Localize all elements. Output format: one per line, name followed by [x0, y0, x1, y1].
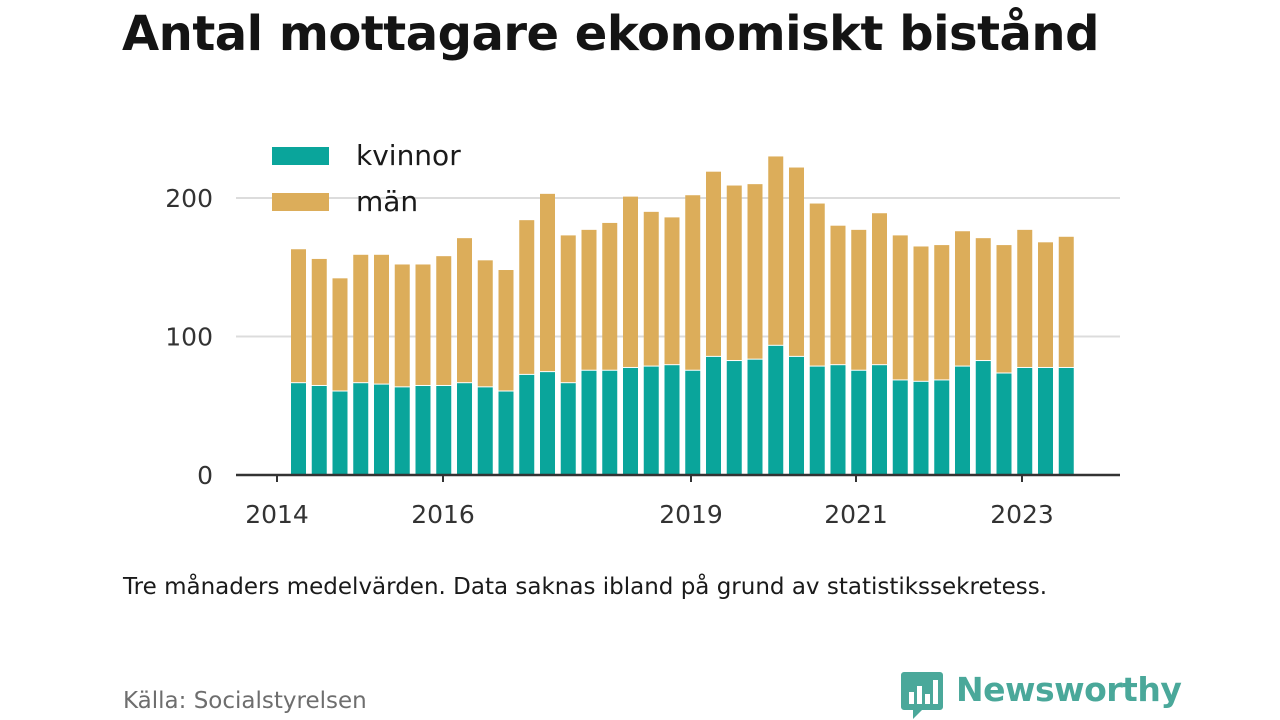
legend-swatch-1: [272, 147, 329, 165]
bar-kvinnor-34: [975, 361, 991, 475]
bar-man-14: [560, 235, 576, 383]
bar-kvinnor-7: [415, 385, 431, 475]
y-tick-label-100: 100: [165, 323, 213, 352]
bar-kvinnor-37: [1038, 367, 1053, 475]
bar-man-4: [353, 254, 369, 383]
x-tick-label-2019: 2019: [659, 500, 723, 529]
bar-kvinnor-16: [602, 370, 618, 475]
bar-kvinnor-1: [291, 383, 306, 475]
bar-kvinnor-6: [394, 387, 410, 475]
bar-kvinnor-38: [1058, 367, 1074, 475]
bar-man-10: [477, 260, 493, 387]
legend-label-2: män: [356, 185, 418, 218]
chart-title: Antal mottagare ekonomiskt bistånd: [122, 6, 1099, 62]
bar-kvinnor-26: [809, 366, 825, 475]
brand-name: Newsworthy: [956, 670, 1182, 709]
bar-man-9: [457, 238, 472, 383]
bar-man-30: [892, 235, 908, 380]
bar-kvinnor-23: [747, 359, 763, 475]
bar-man-2: [311, 258, 327, 385]
y-axis-labels: 0 100 200: [165, 184, 213, 490]
bar-kvinnor-18: [643, 366, 659, 475]
bar-man-11: [498, 270, 514, 391]
bar-man-22: [726, 185, 742, 361]
bar-man-17: [623, 196, 638, 367]
bar-man-21: [706, 171, 721, 356]
bar-man-23: [747, 184, 763, 359]
bar-kvinnor-17: [623, 367, 638, 475]
x-tick-label-2014: 2014: [245, 500, 309, 529]
bar-kvinnor-10: [477, 387, 493, 475]
bar-man-26: [809, 203, 825, 366]
legend-label-1: kvinnor: [356, 139, 461, 172]
bar-man-32: [934, 245, 950, 380]
bar-man-31: [913, 246, 929, 381]
bar-kvinnor-2: [311, 385, 327, 475]
x-tick-label-2023: 2023: [990, 500, 1054, 529]
bar-man-6: [394, 264, 410, 387]
newsworthy-chart-icon: [901, 672, 943, 719]
bar-kvinnor-5: [374, 384, 389, 475]
legend: kvinnor män: [272, 139, 461, 218]
bar-kvinnor-19: [664, 365, 680, 475]
bar-man-15: [581, 229, 597, 370]
bar-kvinnor-33: [955, 366, 970, 475]
bar-kvinnor-25: [789, 356, 804, 475]
bar-kvinnor-8: [436, 385, 452, 475]
bar-kvinnor-12: [519, 374, 535, 475]
x-tick-label-2016: 2016: [411, 500, 475, 529]
legend-swatch-2: [272, 193, 329, 211]
bar-kvinnor-14: [560, 383, 576, 475]
bar-man-27: [830, 225, 846, 365]
bar-man-18: [643, 211, 659, 366]
bar-man-34: [975, 238, 991, 361]
bar-kvinnor-21: [706, 356, 721, 475]
bar-kvinnor-29: [872, 365, 887, 475]
bar-man-1: [291, 249, 306, 383]
chart-note: Tre månaders medelvärden. Data saknas ib…: [123, 574, 1048, 600]
bar-man-8: [436, 256, 452, 385]
bar-man-20: [685, 195, 701, 370]
bar-kvinnor-31: [913, 381, 929, 475]
bar-man-38: [1058, 236, 1074, 367]
newsworthy-logo: Newsworthy: [900, 668, 1260, 720]
bar-kvinnor-4: [353, 383, 369, 475]
bar-man-16: [602, 222, 618, 370]
bar-kvinnor-24: [768, 345, 784, 475]
bar-man-3: [332, 278, 348, 391]
y-tick-label-0: 0: [197, 461, 213, 490]
bar-man-19: [664, 217, 680, 365]
bar-kvinnor-9: [457, 383, 472, 475]
bar-kvinnor-13: [540, 372, 555, 475]
bar-man-28: [851, 229, 867, 370]
bar-kvinnor-3: [332, 391, 348, 475]
bar-kvinnor-11: [498, 391, 514, 475]
bars: [291, 156, 1074, 475]
bar-kvinnor-27: [830, 365, 846, 475]
y-tick-label-200: 200: [165, 184, 213, 213]
bar-man-37: [1038, 242, 1053, 367]
bar-kvinnor-30: [892, 380, 908, 475]
bar-kvinnor-22: [726, 361, 742, 475]
x-tick-label-2021: 2021: [824, 500, 888, 529]
bar-man-5: [374, 254, 389, 384]
bar-kvinnor-32: [934, 380, 950, 475]
bar-man-24: [768, 156, 784, 345]
bar-kvinnor-15: [581, 370, 597, 475]
bar-man-36: [1017, 229, 1033, 367]
bar-kvinnor-28: [851, 370, 867, 475]
bar-man-35: [996, 245, 1012, 373]
bar-kvinnor-35: [996, 373, 1012, 475]
bar-man-13: [540, 193, 555, 372]
bar-man-29: [872, 213, 887, 365]
bar-man-12: [519, 220, 535, 374]
bar-kvinnor-36: [1017, 367, 1033, 475]
bar-man-7: [415, 264, 431, 385]
bar-man-25: [789, 167, 804, 356]
x-axis-labels: 2014 2016 2019 2021 2023: [245, 475, 1054, 529]
stacked-bar-chart: 0 100 200 2014 2016 2019 2021 2023 kvinnor män: [165, 139, 1120, 529]
bar-man-33: [955, 231, 970, 366]
bar-kvinnor-20: [685, 370, 701, 475]
source-credit: Källa: Socialstyrelsen: [123, 688, 367, 714]
